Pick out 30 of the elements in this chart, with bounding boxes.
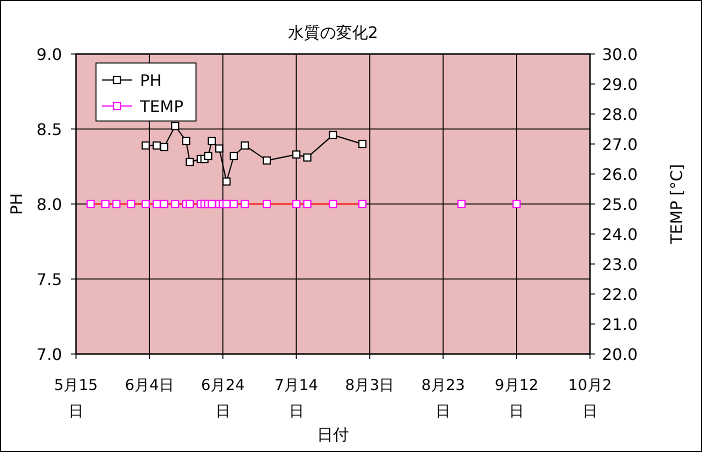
legend-label: TEMP [139,97,184,116]
y2-tick-label: 21.0 [602,315,638,334]
y-tick-label: 8.5 [36,120,62,139]
x-tick-label: 6月4日 [124,376,174,394]
y-tick-label: 7.5 [36,270,62,289]
y2-tick-label: 28.0 [602,105,638,124]
x-tick-label: 7月14日 [274,376,318,420]
y2-tick-label: 26.0 [602,165,638,184]
legend-label: PH [140,71,162,90]
y2-tick-label: 27.0 [602,135,638,154]
y2-tick-label: 23.0 [602,255,638,274]
x-tick-label: 5月15日 [54,376,98,420]
y2-tick-label: 22.0 [602,285,638,304]
y2-tick-label: 24.0 [602,225,638,244]
y-tick-label: 8.0 [36,195,62,214]
x-tick-label: 8月3日 [345,376,394,394]
x-tick-label: 10月2日 [568,376,612,420]
y-axis-title: PH [7,193,26,215]
chart-title: 水質の変化2 [288,23,378,42]
x-tick-label: 8月23日 [421,376,465,420]
y2-axis-title: TEMP [°C] [667,164,686,246]
y2-tick-label: 29.0 [602,75,638,94]
x-axis-title: 日付 [317,425,349,444]
x-tick-label: 9月12日 [494,376,538,420]
y-tick-label: 9.0 [36,45,62,64]
y2-tick-label: 25.0 [602,195,638,214]
x-tick-label: 6月24日 [201,376,245,420]
y2-tick-label: 20.0 [602,345,638,364]
y-tick-label: 7.0 [36,345,62,364]
y2-tick-label: 30.0 [602,45,638,64]
